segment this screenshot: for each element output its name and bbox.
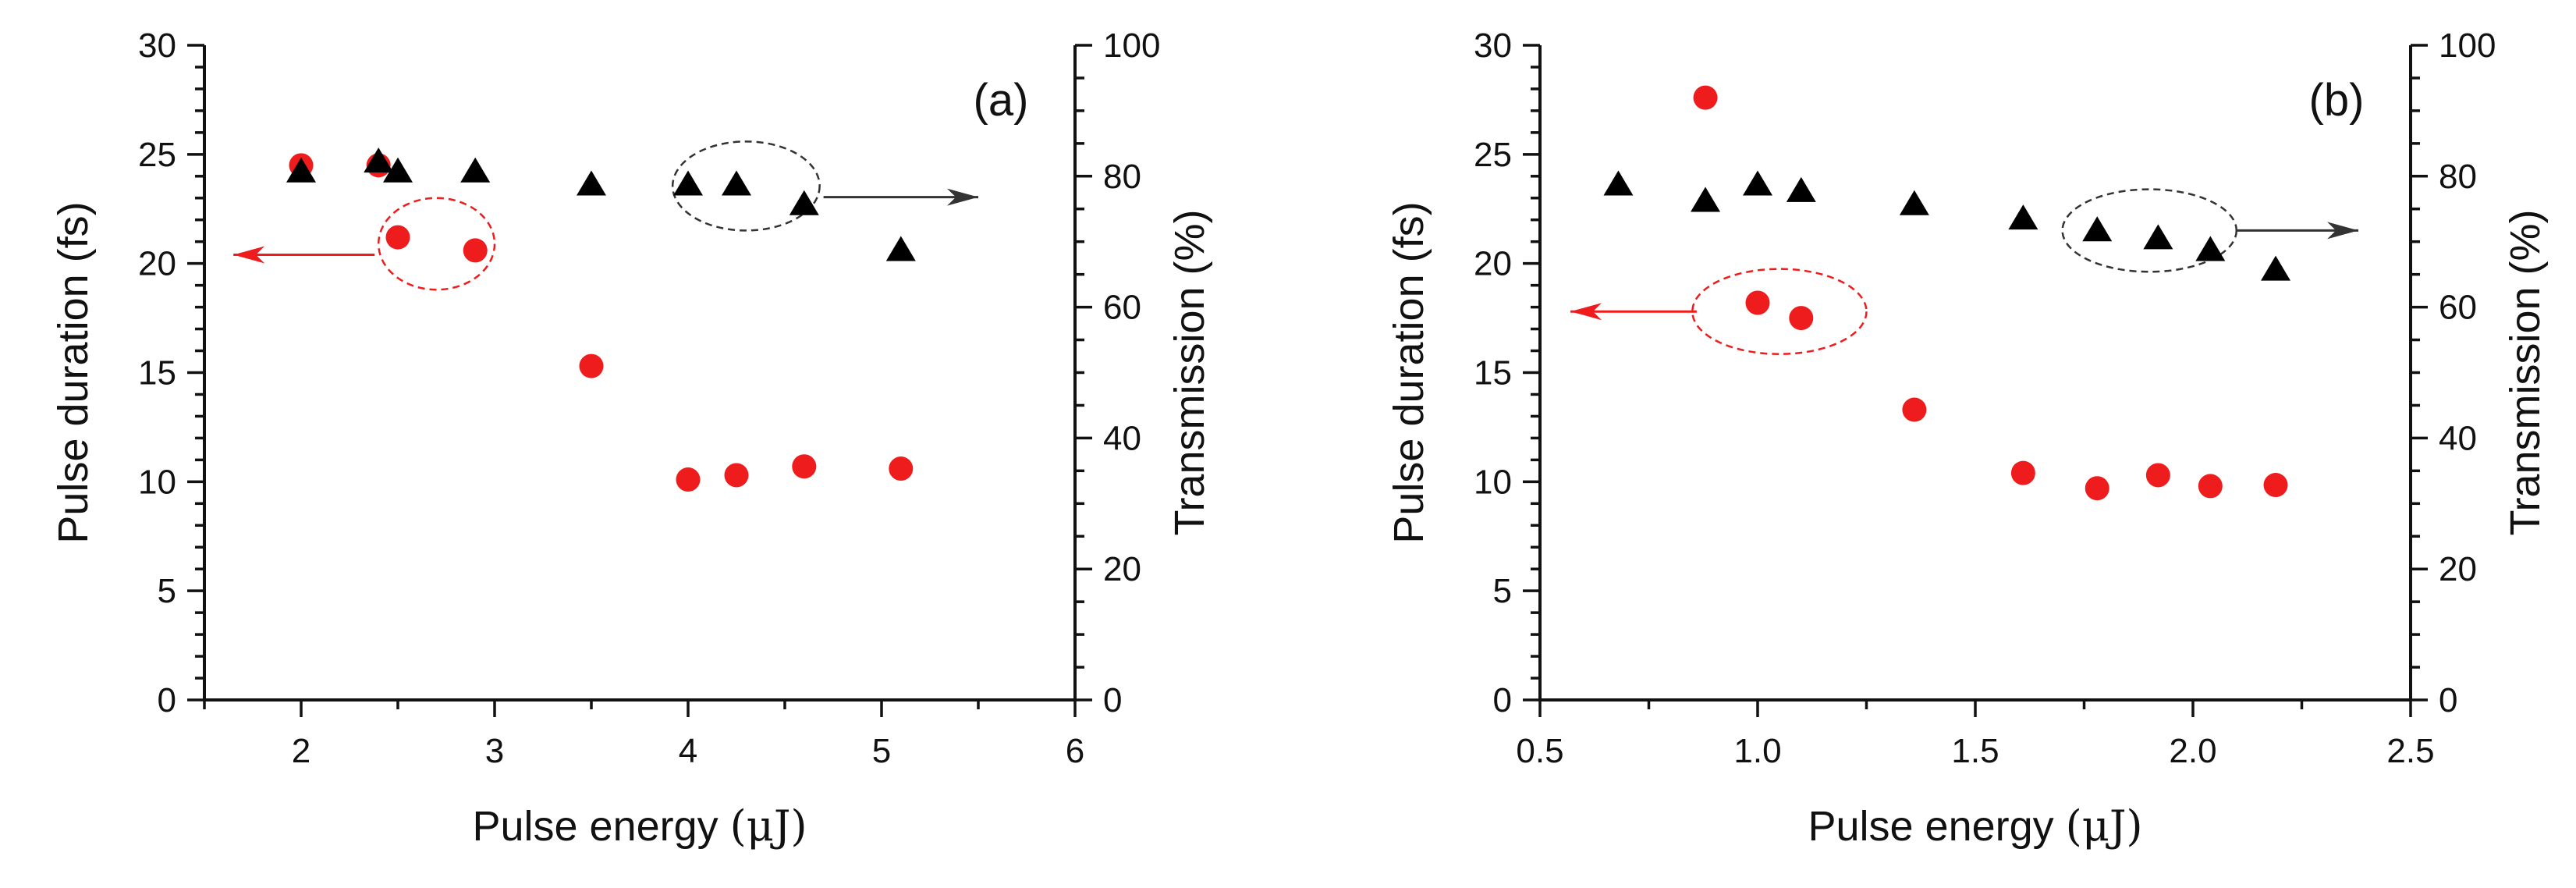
transmission-point (2195, 236, 2226, 261)
transmission-point (286, 157, 316, 183)
y-right-axis-title: Transmission (%) (2502, 209, 2549, 535)
annotation-ellipse (1691, 268, 1868, 355)
y-right-tick-label: 40 (1103, 419, 1141, 457)
y-left-tick-label: 20 (1474, 245, 1512, 283)
annotation-arrow-head (947, 188, 978, 206)
y-right-tick-label: 100 (1103, 27, 1160, 65)
pulse-duration-point (2263, 473, 2288, 498)
annotation-arrow-head (2327, 222, 2359, 240)
transmission-point (1691, 186, 1721, 212)
pulse-duration-point (1902, 397, 1927, 422)
pulse-duration-point (1693, 85, 1718, 110)
transmission-point (1743, 170, 1772, 196)
transmission-point (2261, 255, 2291, 281)
y-right-tick-label: 0 (2439, 681, 2457, 719)
y-right-tick-label: 20 (2439, 550, 2477, 588)
pulse-duration-point (1745, 290, 1770, 315)
y-left-axis-title: Pulse duration (fs) (1386, 201, 1432, 543)
transmission-point (577, 170, 606, 196)
panel-label: (b) (2309, 75, 2365, 126)
transmission-point (2143, 224, 2173, 250)
y-right-tick-label: 20 (1103, 550, 1141, 588)
x-tick-label: 2 (292, 732, 310, 770)
y-right-tick-label: 40 (2439, 419, 2477, 457)
annotation-ellipse (377, 197, 496, 291)
pulse-duration-point (2145, 463, 2170, 488)
y-left-tick-label: 20 (138, 245, 176, 283)
transmission-point (383, 157, 413, 183)
transmission-point (1786, 176, 1816, 202)
pulse-duration-point (724, 463, 749, 488)
annotation-arrow-head (233, 246, 265, 264)
pulse-duration-point (792, 454, 817, 479)
transmission-point (885, 236, 916, 261)
x-tick-label: 5 (872, 732, 891, 770)
annotation-arrow-head (1570, 303, 1602, 321)
annotation-ellipse (2061, 188, 2238, 273)
x-axis-title-unit: (μJ) (730, 801, 807, 851)
y-right-tick-label: 0 (1103, 681, 1122, 719)
y-left-tick-label: 0 (158, 681, 176, 719)
x-axis-title: Pulse energy (μJ) (472, 801, 807, 851)
transmission-point (460, 157, 491, 183)
pulse-duration-point (889, 456, 914, 481)
x-tick-label: 2.0 (2169, 732, 2216, 770)
y-left-tick-label: 25 (138, 136, 176, 174)
pulse-duration-point (2010, 460, 2035, 485)
y-left-tick-label: 25 (1474, 136, 1512, 174)
y-left-tick-label: 0 (1493, 681, 1512, 719)
pulse-duration-point (579, 353, 604, 378)
transmission-point (1603, 170, 1634, 196)
x-tick-label: 1.5 (1951, 732, 1999, 770)
pulse-duration-point (385, 225, 410, 250)
y-right-tick-label: 80 (1103, 158, 1141, 196)
x-tick-label: 3 (485, 732, 504, 770)
panel-label: (a) (974, 75, 1029, 126)
pulse-duration-point (2085, 476, 2109, 501)
y-right-tick-label: 80 (2439, 158, 2477, 196)
pulse-duration-point (1789, 306, 1814, 331)
x-axis-title-text: Pulse energy (1808, 803, 2065, 850)
y-left-axis-title: Pulse duration (fs) (50, 201, 97, 543)
x-axis-title: Pulse energy (μJ) (1808, 801, 2142, 851)
x-axis-title-unit: (μJ) (2066, 801, 2143, 851)
transmission-point (722, 170, 751, 196)
pulse-duration-point (676, 467, 701, 492)
y-right-tick-label: 60 (1103, 289, 1141, 327)
y-left-tick-label: 5 (1493, 572, 1512, 610)
y-left-tick-label: 30 (138, 27, 176, 65)
x-tick-label: 0.5 (1516, 732, 1563, 770)
transmission-point (364, 147, 394, 173)
transmission-point (673, 170, 703, 196)
pulse-duration-point (463, 238, 488, 263)
y-right-tick-label: 100 (2439, 27, 2496, 65)
transmission-point (1899, 190, 1929, 215)
x-tick-label: 1.0 (1733, 732, 1781, 770)
x-tick-label: 4 (679, 732, 697, 770)
annotation-ellipse (671, 140, 821, 232)
panel-b: 0.5 1.0 1.5 2.0 2.5051015202530020406080100P… (1386, 27, 2549, 851)
y-left-tick-label: 10 (138, 463, 176, 501)
pulse-duration-point (2198, 474, 2223, 499)
y-left-tick-label: 15 (138, 354, 176, 392)
y-left-tick-label: 10 (1474, 463, 1512, 501)
x-tick-label: 6 (1066, 732, 1084, 770)
y-left-tick-label: 30 (1474, 27, 1512, 65)
y-left-tick-label: 5 (158, 572, 176, 610)
x-tick-label: 2.5 (2386, 732, 2434, 770)
transmission-point (2082, 216, 2113, 242)
transmission-point (789, 190, 819, 215)
x-axis-title-text: Pulse energy (472, 803, 729, 850)
y-left-tick-label: 15 (1474, 354, 1512, 392)
y-right-tick-label: 60 (2439, 289, 2477, 327)
y-right-axis-title: Transmission (%) (1166, 209, 1213, 535)
transmission-point (2008, 204, 2038, 230)
